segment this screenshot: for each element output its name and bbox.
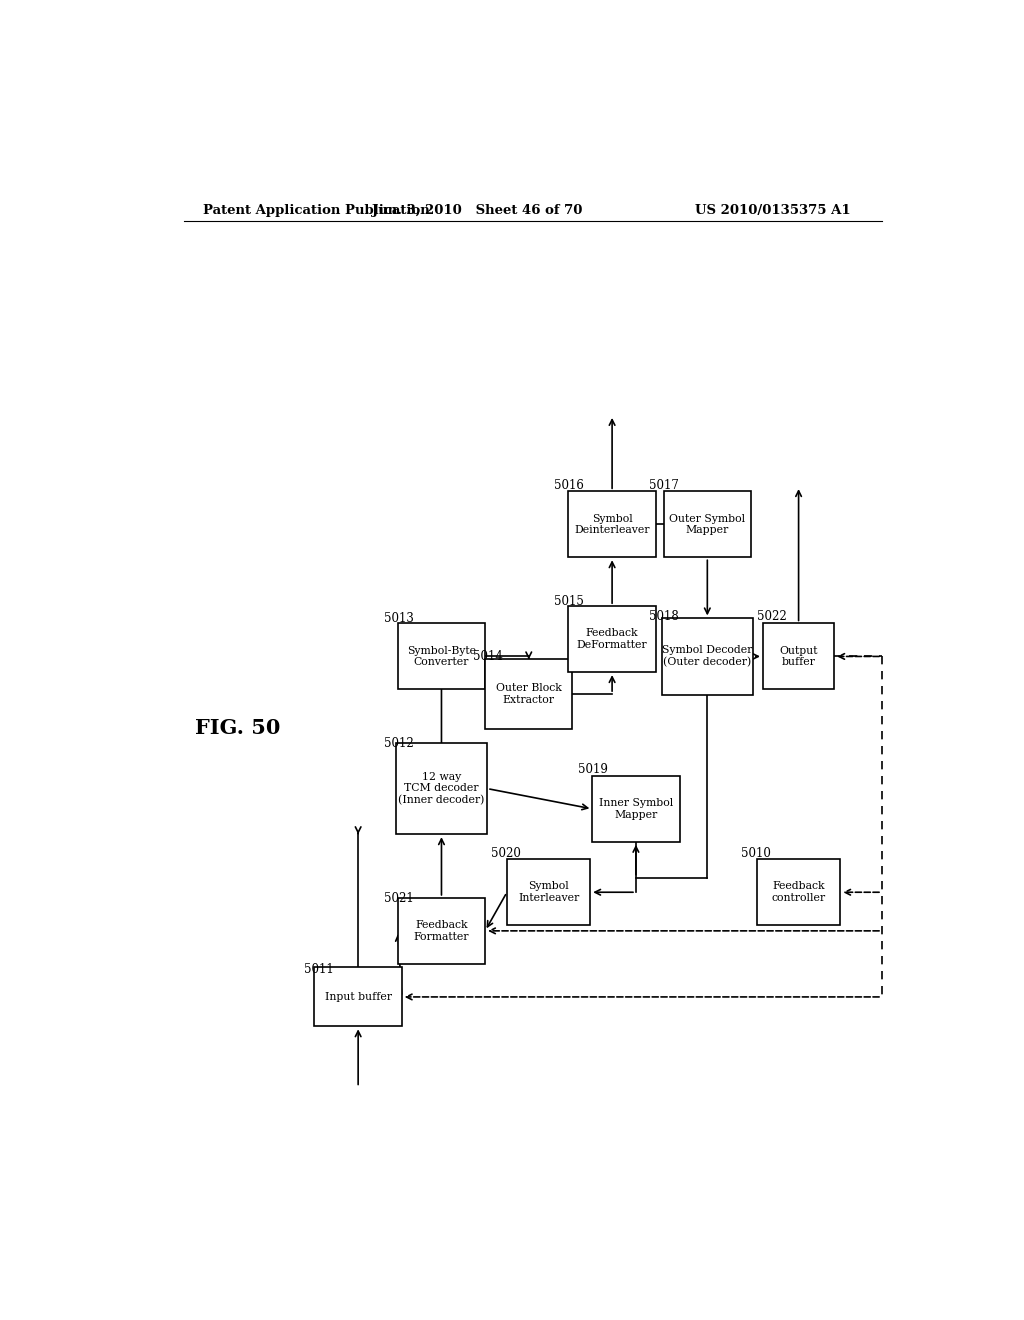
Bar — [397, 898, 485, 964]
Text: Symbol Decoder
(Outer decoder): Symbol Decoder (Outer decoder) — [663, 645, 753, 668]
Bar — [485, 660, 572, 729]
Text: Output
buffer: Output buffer — [779, 645, 818, 667]
Text: 5022: 5022 — [758, 610, 787, 623]
Bar — [763, 623, 835, 689]
Bar — [662, 618, 753, 694]
Bar — [507, 859, 590, 925]
Bar — [568, 491, 655, 557]
Text: Feedback
controller: Feedback controller — [771, 882, 825, 903]
Text: Feedback
Formatter: Feedback Formatter — [414, 920, 469, 941]
Text: 5018: 5018 — [649, 610, 679, 623]
Text: US 2010/0135375 A1: US 2010/0135375 A1 — [694, 205, 850, 216]
Text: Symbol
Interleaver: Symbol Interleaver — [518, 882, 580, 903]
Text: 5020: 5020 — [490, 846, 520, 859]
Text: 5017: 5017 — [649, 479, 679, 492]
Bar — [397, 623, 485, 689]
Text: Jun. 3, 2010   Sheet 46 of 70: Jun. 3, 2010 Sheet 46 of 70 — [372, 205, 583, 216]
Bar — [568, 606, 655, 672]
Text: 5021: 5021 — [384, 892, 414, 906]
Text: 5013: 5013 — [384, 612, 414, 624]
Text: 5014: 5014 — [473, 649, 503, 663]
Text: 5012: 5012 — [384, 737, 414, 750]
Text: 5015: 5015 — [554, 594, 584, 607]
Text: 5010: 5010 — [741, 846, 771, 859]
Bar — [396, 743, 487, 834]
Text: Symbol-Byte
Converter: Symbol-Byte Converter — [407, 645, 476, 667]
Text: 12 way
TCM decoder
(Inner decoder): 12 way TCM decoder (Inner decoder) — [398, 772, 484, 805]
Bar — [664, 491, 751, 557]
Text: Patent Application Publication: Patent Application Publication — [204, 205, 430, 216]
Bar — [592, 776, 680, 842]
Text: Feedback
DeFormatter: Feedback DeFormatter — [577, 628, 647, 649]
Bar — [757, 859, 841, 925]
Text: Inner Symbol
Mapper: Inner Symbol Mapper — [599, 799, 673, 820]
Text: Input buffer: Input buffer — [325, 991, 391, 1002]
Text: Outer Block
Extractor: Outer Block Extractor — [496, 684, 562, 705]
Bar — [314, 968, 401, 1027]
Text: FIG. 50: FIG. 50 — [196, 718, 281, 738]
Text: 5016: 5016 — [554, 479, 584, 492]
Text: 5011: 5011 — [304, 962, 334, 975]
Text: Outer Symbol
Mapper: Outer Symbol Mapper — [670, 513, 745, 535]
Text: 5019: 5019 — [578, 763, 608, 776]
Text: Symbol
Deinterleaver: Symbol Deinterleaver — [574, 513, 650, 535]
